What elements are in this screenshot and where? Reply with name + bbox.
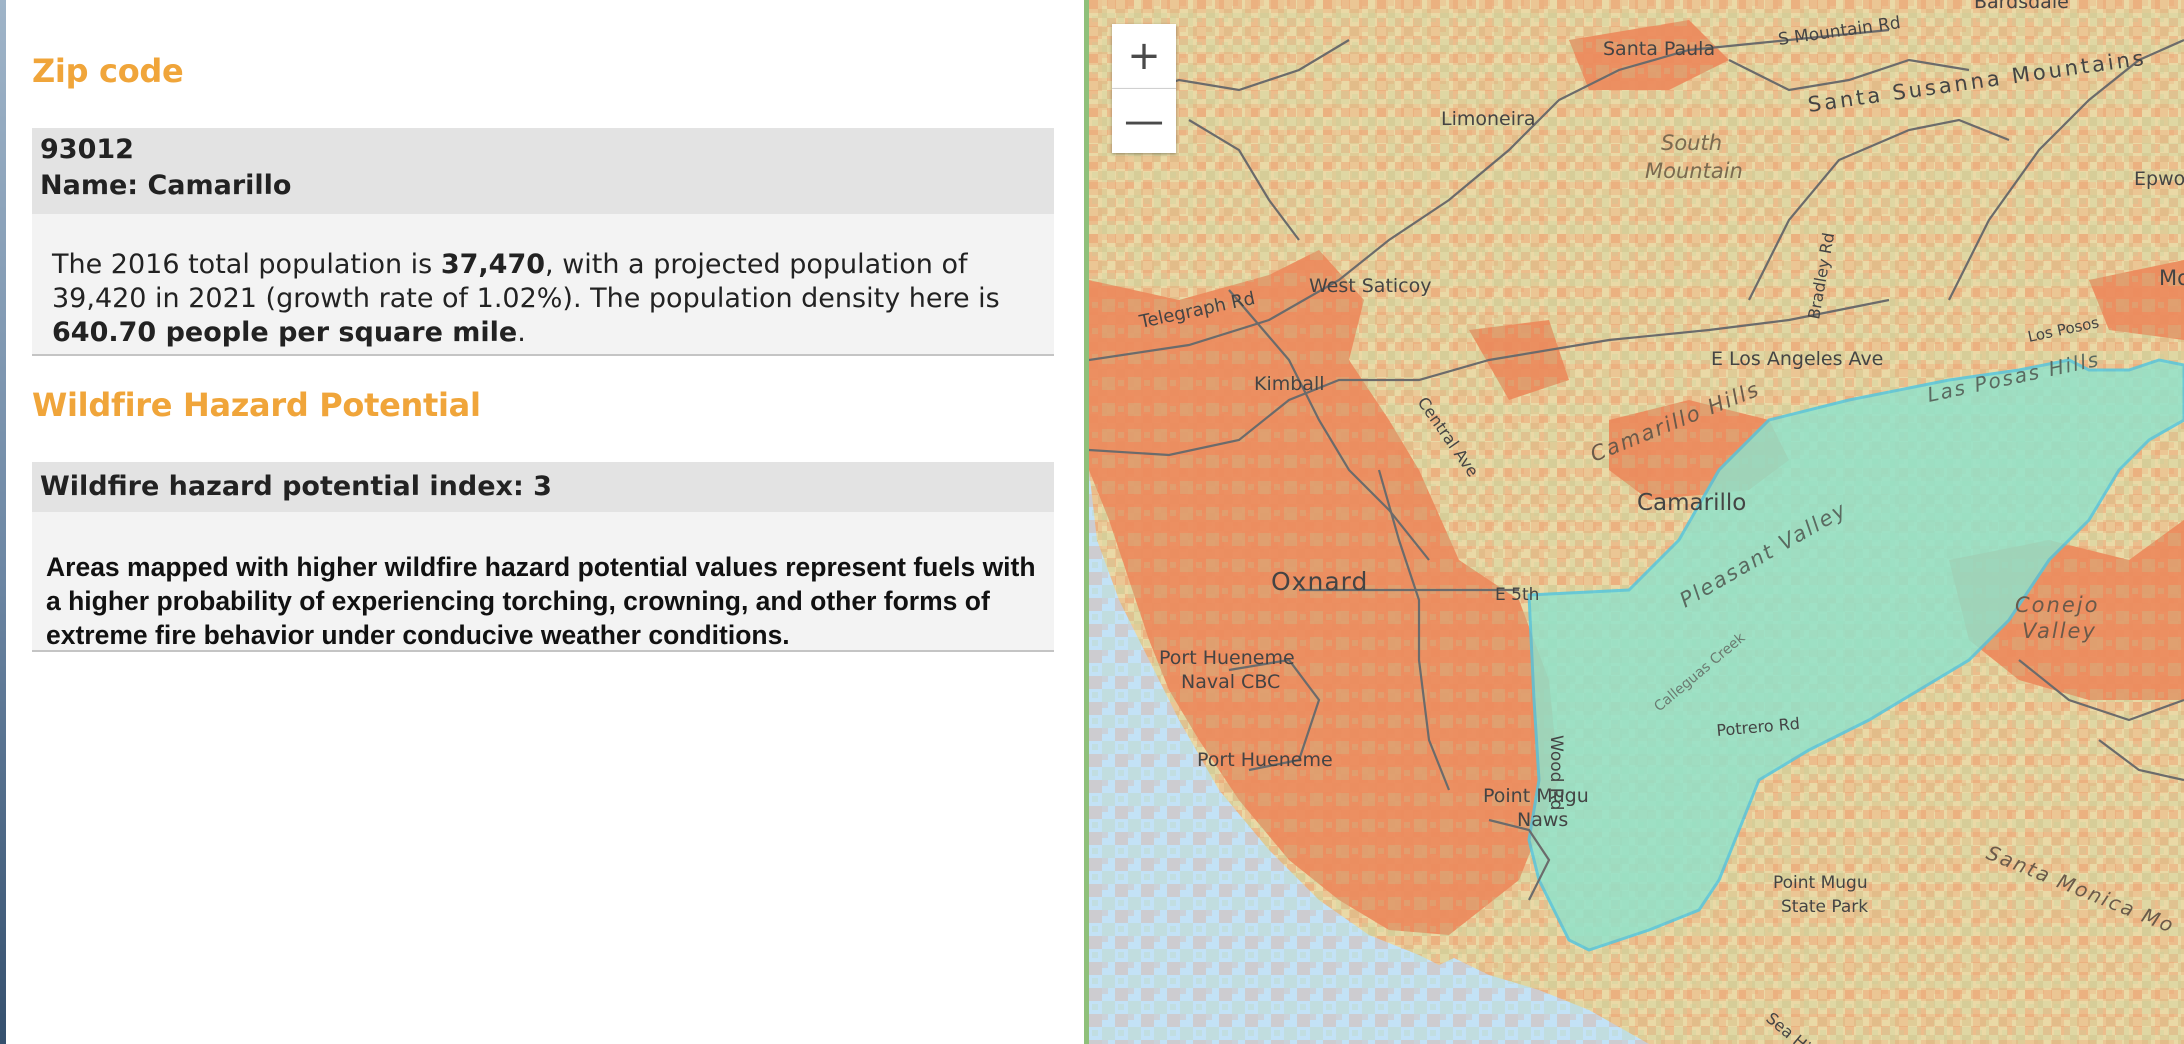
label-e-los-angeles: E Los Angeles Ave [1711, 348, 1883, 370]
map-canvas: Bardsdale Santa Paula S Mountain Rd Sant… [1089, 0, 2184, 1044]
window-edge [0, 0, 6, 1044]
label-port-hueneme-cbc: Port Hueneme [1159, 647, 1295, 669]
zip-header: 93012 Name: Camarillo [32, 128, 1054, 214]
label-e-5th: E 5th [1495, 585, 1539, 605]
wildfire-index: Wildfire hazard potential index: 3 [40, 471, 552, 502]
zip-boundary[interactable] [1527, 358, 2184, 952]
label-south: South [1661, 131, 1722, 155]
population-value: 37,470 [440, 249, 546, 280]
population-box: The 2016 total population is 37,470, wit… [32, 214, 1054, 356]
label-naws: Naws [1517, 809, 1568, 831]
zoom-in-button[interactable]: + [1112, 24, 1176, 89]
label-moor: Moo [2159, 266, 2184, 290]
density-value: 640.70 people per square mile [52, 317, 518, 348]
zoom-out-button[interactable]: — [1112, 89, 1176, 153]
label-naval-cbc: Naval CBC [1181, 671, 1280, 693]
info-panel: Zip code 93012 Name: Camarillo The 2016 … [6, 0, 1084, 1044]
label-state-park: State Park [1781, 897, 1868, 917]
zip-code-value: 93012 [40, 134, 134, 165]
label-limoneira: Limoneira [1441, 108, 1535, 130]
wildfire-section-title: Wildfire Hazard Potential [32, 386, 481, 424]
label-port-hueneme: Port Hueneme [1197, 749, 1333, 771]
label-point-mugu-sp: Point Mugu [1773, 873, 1868, 893]
label-point-mugu: Point Mugu [1483, 785, 1589, 807]
label-kimball: Kimball [1254, 373, 1325, 395]
map-view[interactable]: Bardsdale Santa Paula S Mountain Rd Sant… [1089, 0, 2184, 1044]
label-epworth: Epwo [2134, 168, 2184, 190]
pop-suffix: . [517, 317, 526, 348]
pop-prefix: The 2016 total population is [52, 249, 441, 280]
zip-name: Name: Camarillo [40, 170, 292, 201]
roads [1089, 28, 2184, 901]
population-text: The 2016 total population is 37,470, wit… [52, 248, 1042, 350]
label-conejo: Conejo [2015, 593, 2099, 617]
label-west-saticoy: West Saticoy [1309, 275, 1432, 297]
label-camarillo: Camarillo [1637, 490, 1746, 516]
pop-mid: , with a projected population of 39,420 … [52, 249, 1000, 314]
panel-divider [1084, 0, 1089, 1044]
label-valley: Valley [2022, 619, 2097, 643]
wildfire-description-box: Areas mapped with higher wildfire hazard… [32, 512, 1054, 652]
label-bardsdale: Bardsdale [1974, 0, 2069, 13]
label-wood: Wood Rd [1546, 735, 1566, 810]
label-mountain: Mountain [1645, 159, 1743, 183]
label-santa-paula: Santa Paula [1603, 38, 1715, 60]
label-oxnard: Oxnard [1271, 567, 1368, 596]
wildfire-index-header: Wildfire hazard potential index: 3 [32, 462, 1054, 512]
wildfire-description: Areas mapped with higher wildfire hazard… [46, 552, 1036, 650]
zip-section-title: Zip code [32, 52, 184, 90]
